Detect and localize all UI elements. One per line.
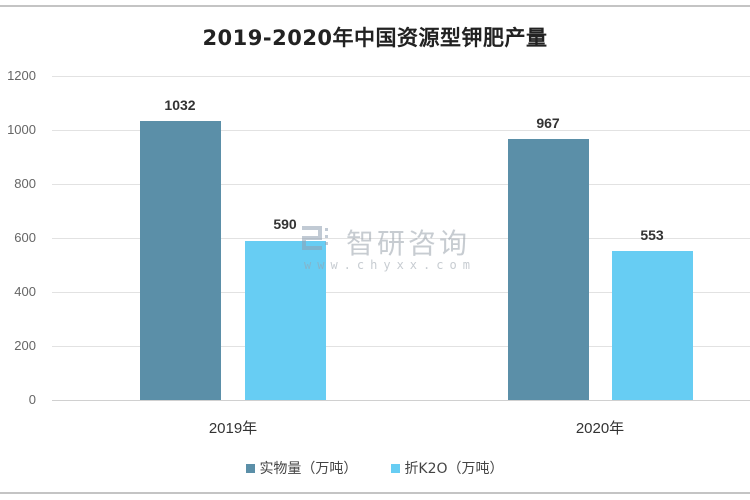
legend-label-physical: 实物量（万吨） (259, 461, 358, 477)
legend-item-physical: 实物量（万吨） (246, 458, 357, 478)
y-tick-1200: 1200 (7, 68, 36, 83)
legend-label-k2o: 折K2O（万吨） (404, 461, 504, 477)
y-tick-1000: 1000 (7, 122, 36, 137)
x-axis-line (52, 400, 750, 401)
value-label-2020-physical: 967 (536, 115, 560, 131)
chart-frame (0, 5, 750, 494)
x-label-2019: 2019年 (208, 420, 258, 437)
y-tick-800: 800 (14, 176, 36, 191)
gridline-600 (52, 238, 750, 239)
gridline-400 (52, 292, 750, 293)
legend-item-k2o: 折K2O（万吨） (391, 458, 504, 478)
legend-swatch-icon (246, 463, 256, 473)
y-tick-0: 0 (28, 392, 36, 407)
bar-2020-physical (508, 139, 589, 400)
gridline-1200 (52, 76, 750, 77)
bar-2019-k2o (245, 241, 326, 400)
value-label-2020-k2o: 553 (640, 227, 664, 243)
watermark-url: www.chyxx.com (304, 258, 476, 272)
chart-title: 2019-2020年中国资源型钾肥产量 (202, 26, 548, 50)
gridline-800 (52, 184, 750, 185)
bar-2019-physical (140, 121, 221, 400)
x-label-2020: 2020年 (575, 420, 625, 437)
y-tick-200: 200 (14, 338, 36, 353)
legend-swatch-icon (391, 463, 401, 473)
watermark-text: 智研咨询 (346, 227, 471, 260)
gridline-1000 (52, 130, 750, 131)
y-tick-400: 400 (14, 284, 36, 299)
bar-2020-k2o (612, 251, 693, 400)
watermark-logo-icon (302, 226, 328, 250)
value-label-2019-physical: 1032 (164, 97, 196, 113)
legend: 实物量（万吨） 折K2O（万吨） (0, 458, 750, 478)
gridline-200 (52, 346, 750, 347)
y-tick-600: 600 (14, 230, 36, 245)
value-label-2019-k2o: 590 (273, 216, 297, 232)
